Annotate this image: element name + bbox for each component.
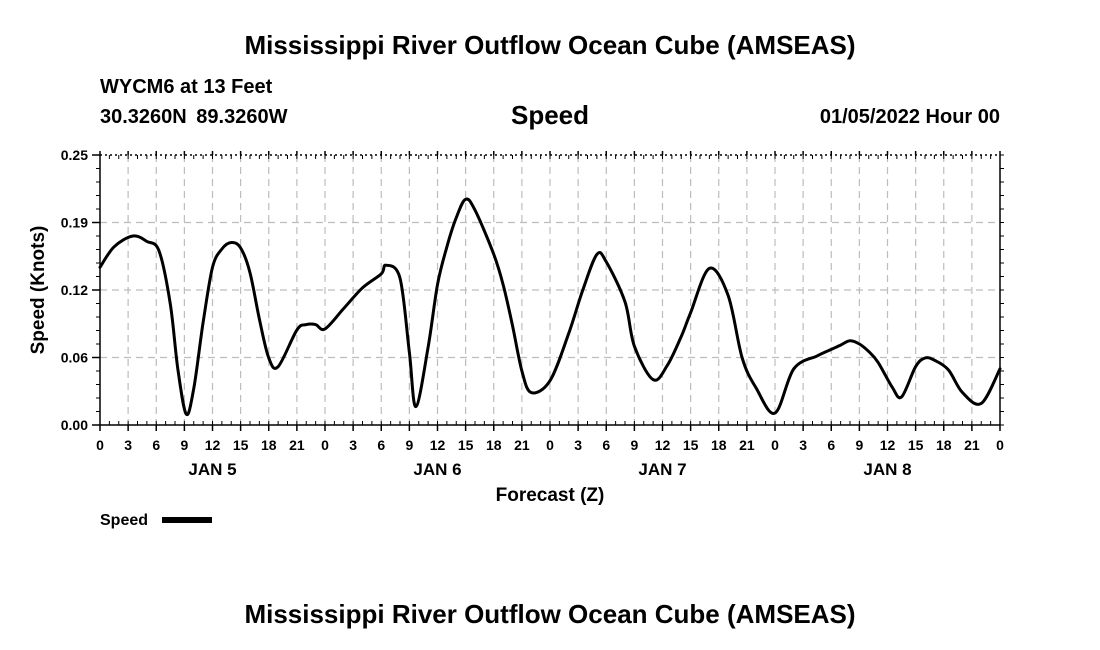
x-tick-label: 15 xyxy=(908,437,924,453)
day-label: JAN 5 xyxy=(188,460,236,479)
chart-title: Mississippi River Outflow Ocean Cube (AM… xyxy=(244,30,856,60)
x-tick-label: 12 xyxy=(880,437,896,453)
y-tick-label: 0.19 xyxy=(61,215,88,231)
x-tick-label: 6 xyxy=(152,437,160,453)
axis-labels: 0 3 6 9 12 15 18 21 0 3 6 9 12 15 18 21 0 3 6 9 12 15 18 21 0 3 6 9… xyxy=(28,147,1004,506)
variable-title: Speed xyxy=(510,100,590,130)
x-tick-label: 18 xyxy=(936,437,952,453)
x-tick-label: 15 xyxy=(683,437,699,453)
x-tick-label: 9 xyxy=(405,437,413,453)
x-tick-label: 12 xyxy=(655,437,671,453)
x-tick-label: 18 xyxy=(261,437,277,453)
x-tick-label: 21 xyxy=(514,437,530,453)
x-tick-label: 6 xyxy=(602,437,610,453)
station-label: WYCM6 at 13 Feet xyxy=(100,76,273,98)
x-tick-label: 21 xyxy=(739,437,755,453)
day-label: JAN 7 xyxy=(638,460,686,479)
x-tick-label: 0 xyxy=(96,437,104,453)
x-tick-label: 6 xyxy=(827,437,835,453)
x-tick-label: 0 xyxy=(321,437,329,453)
x-tick-label: 12 xyxy=(430,437,446,453)
day-label: JAN 8 xyxy=(863,460,911,479)
y-tick-label: 0.25 xyxy=(61,147,88,163)
day-label: JAN 6 xyxy=(413,460,461,479)
x-tick-label: 3 xyxy=(574,437,582,453)
x-tick-label: 0 xyxy=(771,437,779,453)
x-tick-label: 21 xyxy=(289,437,305,453)
x-tick-label: 9 xyxy=(855,437,863,453)
x-tick-label: 18 xyxy=(711,437,727,453)
x-tick-label: 15 xyxy=(233,437,249,453)
chart-axes xyxy=(92,151,1004,431)
y-tick-label: 0.00 xyxy=(61,417,88,433)
footer-title: Mississippi River Outflow Ocean Cube (AM… xyxy=(244,599,856,629)
y-tick-label: 0.12 xyxy=(61,282,88,298)
grid-lines xyxy=(100,155,1000,425)
speed-series-line xyxy=(98,197,1002,417)
x-tick-label: 9 xyxy=(630,437,638,453)
x-tick-label: 3 xyxy=(124,437,132,453)
y-axis-title: Speed (Knots) xyxy=(28,226,49,355)
x-tick-label: 15 xyxy=(458,437,474,453)
x-tick-label: 12 xyxy=(205,437,221,453)
legend-label: Speed xyxy=(100,512,148,529)
x-tick-label: 0 xyxy=(546,437,554,453)
series-layer xyxy=(98,197,1002,417)
x-tick-label: 6 xyxy=(377,437,385,453)
legend: Speed xyxy=(100,512,212,529)
x-tick-label: 21 xyxy=(964,437,980,453)
x-tick-label: 18 xyxy=(486,437,502,453)
coordinates-label: 30.3260N 89.3260W xyxy=(100,106,288,128)
x-tick-label: 0 xyxy=(996,437,1004,453)
x-axis-title: Forecast (Z) xyxy=(496,485,605,506)
x-tick-label: 3 xyxy=(349,437,357,453)
y-tick-label: 0.06 xyxy=(61,350,88,366)
x-tick-label: 3 xyxy=(799,437,807,453)
x-tick-label: 9 xyxy=(180,437,188,453)
forecast-datetime: 01/05/2022 Hour 00 xyxy=(819,106,1000,128)
